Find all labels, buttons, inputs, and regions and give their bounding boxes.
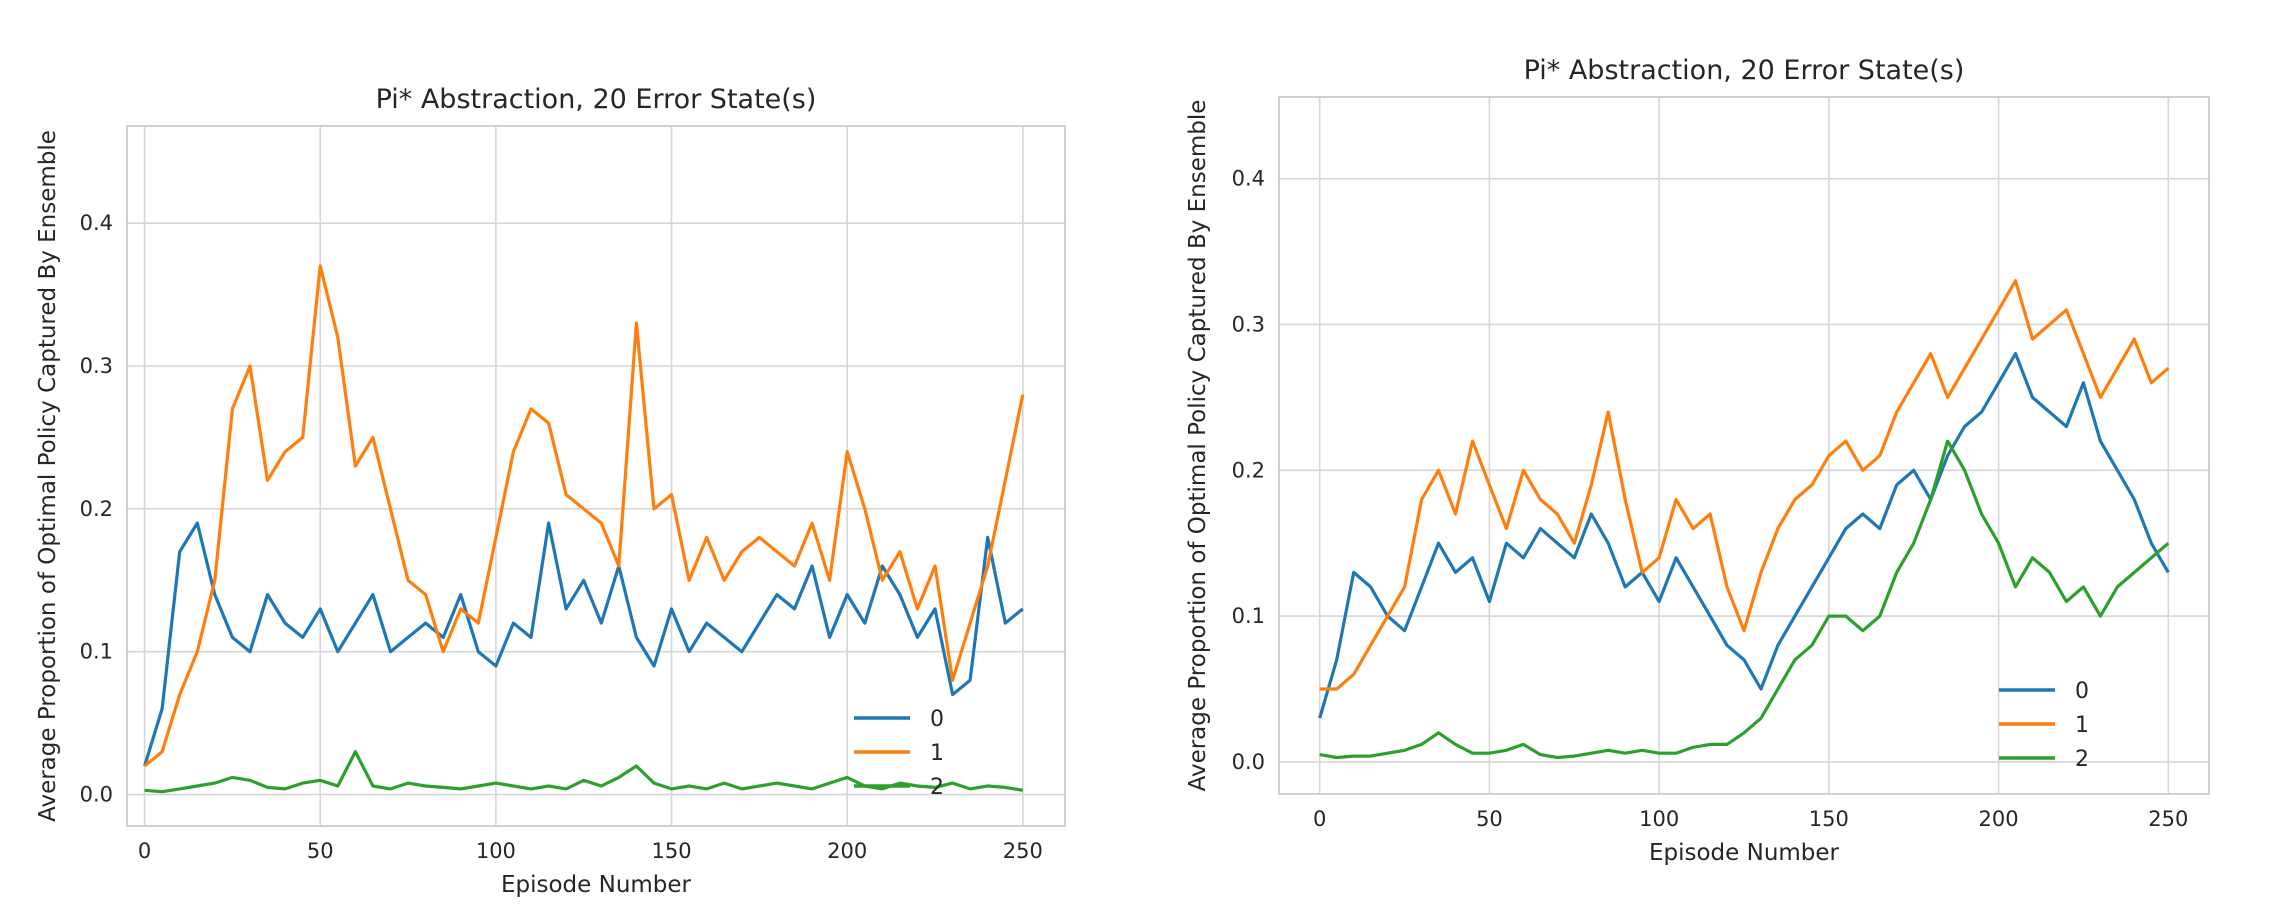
x-tick-label: 100 (1639, 807, 1679, 831)
y-tick-label: 0.2 (80, 497, 113, 521)
x-tick-label: 0 (1313, 807, 1326, 831)
legend-label-2: 2 (2075, 747, 2089, 772)
plot-area (127, 126, 1065, 826)
legend-label-1: 1 (2075, 713, 2089, 738)
series-line-0 (143, 521, 1024, 767)
x-tick-label: 200 (1979, 807, 2019, 831)
series-line-1 (143, 264, 1025, 768)
y-tick-label: 0.4 (80, 211, 113, 235)
y-tick-label: 0.2 (1232, 458, 1265, 482)
x-axis-label: Episode Number (501, 872, 692, 898)
x-tick-label: 150 (1809, 807, 1849, 831)
series-line-1 (1319, 279, 2170, 691)
plot-frame (1278, 96, 2210, 795)
y-tick-label: 0.1 (1232, 604, 1265, 628)
series-line-2 (1319, 439, 2170, 760)
legend-label-2: 2 (930, 775, 944, 800)
plot-area (1279, 97, 2209, 794)
legend-label-1: 1 (930, 741, 944, 766)
x-tick-label: 100 (476, 839, 516, 863)
y-tick-label: 0.1 (80, 640, 113, 664)
x-tick-label: 250 (1003, 839, 1043, 863)
y-axis-label: Average Proportion of Optimal Policy Cap… (35, 130, 61, 822)
y-tick-label: 0.3 (1232, 312, 1265, 336)
series-line-0 (1318, 352, 2170, 719)
plot-frame (126, 125, 1066, 827)
x-tick-label: 250 (2148, 807, 2188, 831)
y-axis-label: Average Proportion of Optimal Policy Cap… (1185, 100, 1211, 792)
legend-label-0: 0 (930, 707, 944, 732)
chart-right: 0.0 0.1 0.2 0.3 0.4 0 50 100 150 200 250 Pi* Abstra… (1185, 55, 2210, 866)
chart-title: Pi* Abstraction, 20 Error State(s) (376, 84, 817, 115)
x-tick-label: 200 (827, 839, 867, 863)
x-axis-label: Episode Number (1649, 840, 1840, 866)
series-line-2 (144, 750, 1024, 794)
y-tick-label: 0.0 (1232, 750, 1265, 774)
x-tick-label: 0 (138, 839, 151, 863)
legend-label-0: 0 (2075, 679, 2089, 704)
x-tick-label: 150 (651, 839, 691, 863)
y-tick-label: 0.0 (80, 783, 113, 807)
y-tick-label: 0.3 (80, 354, 113, 378)
x-tick-label: 50 (1476, 807, 1503, 831)
chart-title: Pi* Abstraction, 20 Error State(s) (1524, 55, 1965, 86)
x-tick-label: 50 (307, 839, 334, 863)
y-tick-label: 0.4 (1232, 167, 1265, 191)
chart-left: 0.0 0.1 0.2 0.3 0.4 0 50 100 150 200 250 Pi* Abstra… (35, 84, 1066, 898)
